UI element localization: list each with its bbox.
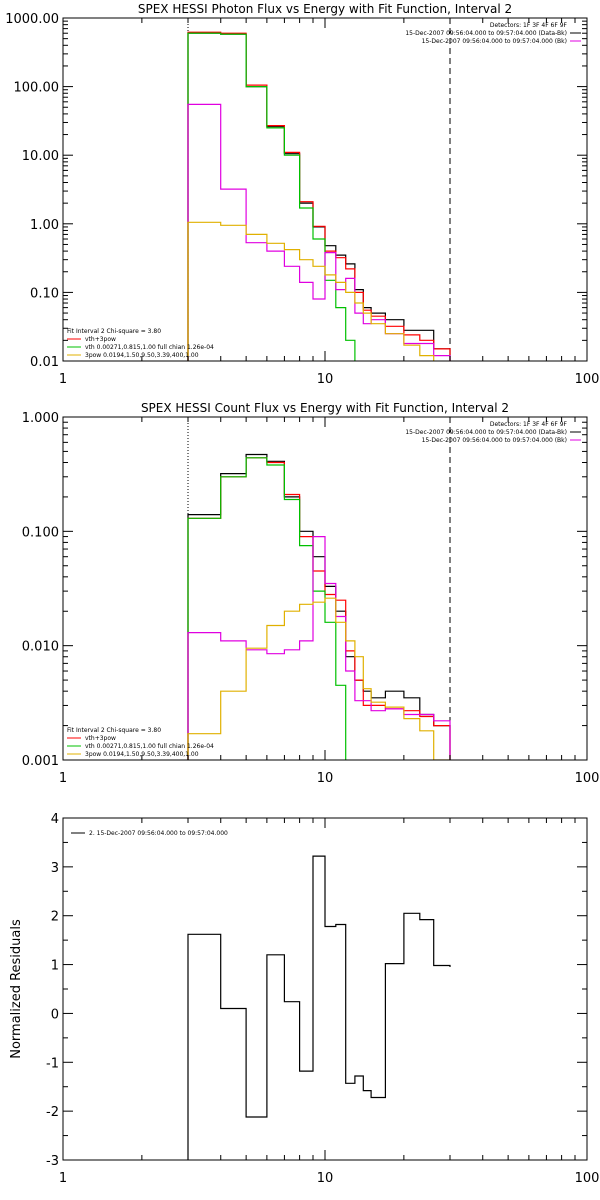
header-legend-text: 15-Dec-2007 09:56:04.000 to 09:57:04.000… <box>405 429 567 436</box>
legend-text: 2. 15-Dec-2007 09:56:04.000 to 09:57:04.… <box>89 830 228 837</box>
y-tick-label: 0.10 <box>30 286 59 301</box>
header-legend-text: 15-Dec-2007 09:56:04.000 to 09:57:04.000… <box>422 38 567 45</box>
photon-flux-chart: SPEX HESSI Photon Flux vs Energy with Fi… <box>5 2 600 387</box>
series-line <box>187 103 451 361</box>
header-legend-text: Detectors: 1F 3F 4F 6F 9F <box>490 421 568 428</box>
legend-text: vth 0.00271,0.815,1.00 full chian 1.26e-… <box>85 743 214 750</box>
y-tick-label: 3 <box>51 861 59 876</box>
legend-text: Fit Interval 2 Chi-square = 3.80 <box>67 328 161 335</box>
legend-text: 3pow 0.0194,1.50,9.50,3.39,400,1.00 <box>85 352 199 359</box>
y-tick-label: 100.00 <box>14 81 60 96</box>
y-tick-label: 1.00 <box>30 218 59 233</box>
legend-text: vth+3pow <box>85 735 116 742</box>
series-group <box>187 31 451 361</box>
count-flux-chart: SPEX HESSI Count Flux vs Energy with Fit… <box>22 401 600 786</box>
x-tick-label: 10 <box>317 1171 334 1186</box>
series-group <box>187 453 451 760</box>
x-tick-label: 1 <box>59 372 67 387</box>
residuals-chart: 1 10 100 -3 -2 -1 0 1 2 3 4 Normalized Residuals 2. … <box>9 812 600 1186</box>
chart-title: SPEX HESSI Count Flux vs Energy with Fit… <box>141 401 509 415</box>
chart-title: SPEX HESSI Photon Flux vs Energy with Fi… <box>138 2 512 16</box>
series-line <box>187 453 451 760</box>
series-line <box>187 457 347 760</box>
x-tick-label: 100 <box>575 771 600 786</box>
y-tick-label: -2 <box>46 1105 59 1120</box>
y-tick-label: 4 <box>51 812 59 827</box>
legend-text: vth+3pow <box>85 336 116 343</box>
x-tick-label: 1 <box>59 1171 67 1186</box>
series-line <box>187 31 451 361</box>
y-tick-label: 0.001 <box>22 754 59 769</box>
y-tick-label: 0.010 <box>22 640 59 655</box>
y-tick-label: 1 <box>51 959 59 974</box>
header-legend-text: 15-Dec-2007 09:56:04.000 to 09:57:04.000… <box>405 30 567 37</box>
x-tick-label: 1 <box>59 771 67 786</box>
y-tick-label: 1000.00 <box>5 12 59 27</box>
y-tick-label: -3 <box>46 1154 59 1169</box>
legend-text: Fit Interval 2 Chi-square = 3.80 <box>67 727 161 734</box>
series-group <box>187 855 451 1160</box>
x-tick-label: 10 <box>317 372 334 387</box>
y-tick-label: 10.00 <box>22 149 59 164</box>
y-axis-label: Normalized Residuals <box>9 919 24 1059</box>
y-tick-label: -1 <box>46 1056 59 1071</box>
header-legend-text: Detectors: 1F 3F 4F 6F 9F <box>490 22 568 29</box>
y-tick-label: 0 <box>51 1007 59 1022</box>
x-tick-label: 10 <box>317 771 334 786</box>
legend-text: 3pow 0.0194,1.50,9.50,3.39,400,1.00 <box>85 751 199 758</box>
y-tick-label: 2 <box>51 910 59 925</box>
plot-frame <box>62 17 588 362</box>
y-tick-label: 1.000 <box>22 411 59 426</box>
y-tick-label: 0.01 <box>30 355 59 370</box>
x-tick-label: 100 <box>575 372 600 387</box>
series-line <box>187 221 435 361</box>
x-tick-label: 100 <box>575 1171 600 1186</box>
series-line <box>187 855 451 1160</box>
series-line <box>187 32 451 361</box>
series-line <box>187 597 451 760</box>
legend-text: vth 0.00271,0.815,1.00 full chian 1.26e-… <box>85 344 214 351</box>
series-line <box>187 32 356 361</box>
header-legend-text: 15-Dec-2007 09:56:04.000 to 09:57:04.000… <box>422 437 567 444</box>
y-tick-label: 0.100 <box>22 525 59 540</box>
